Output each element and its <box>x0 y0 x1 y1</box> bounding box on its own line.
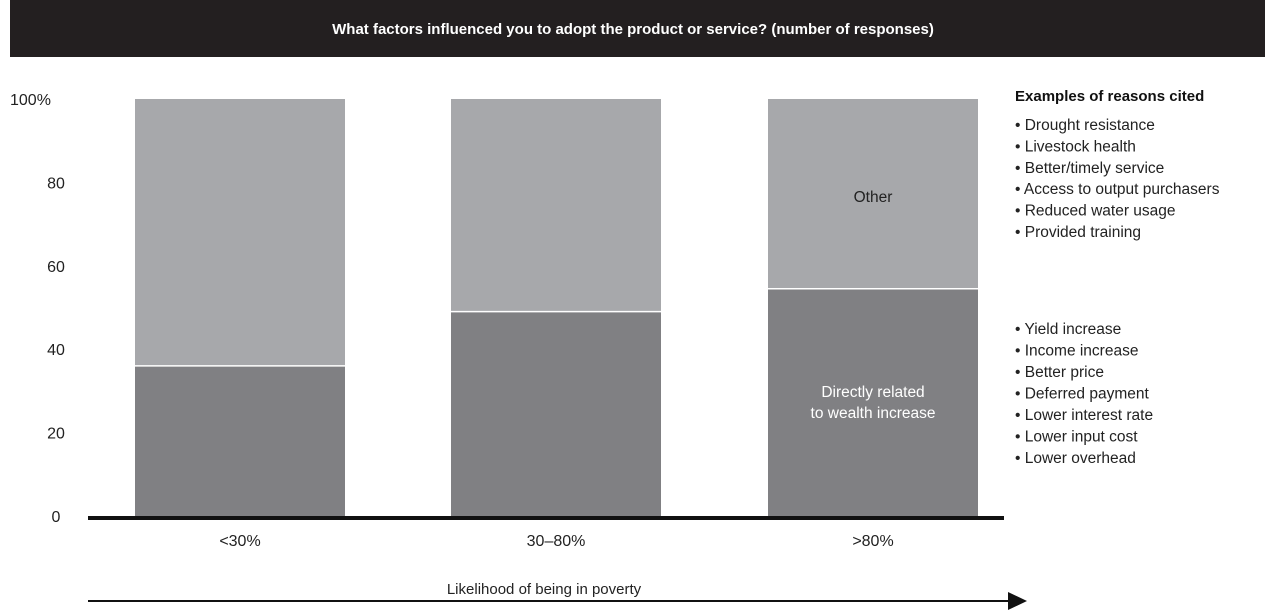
segment-label-wealth: to wealth increase <box>811 405 936 422</box>
reason-item: • Yield increase <box>1015 321 1121 338</box>
bar-segment-other <box>135 99 345 366</box>
reason-item: • Provided training <box>1015 224 1141 241</box>
title-background <box>10 0 1265 57</box>
reason-item: • Income increase <box>1015 343 1138 360</box>
y-tick-label: 0 <box>52 509 61 526</box>
other-reasons-list: • Drought resistance • Livestock health • … <box>1015 117 1220 241</box>
x-axis-labels: <30% 30–80% >80% <box>219 533 893 550</box>
y-tick-label: 20 <box>47 426 65 443</box>
bar-segment-wealth <box>451 311 661 516</box>
reason-item: • Access to output purchasers <box>1015 181 1220 198</box>
segment-label-other: Other <box>854 189 893 206</box>
side-panel-heading: Examples of reasons cited <box>1015 88 1204 105</box>
x-category-label: <30% <box>219 533 260 550</box>
poverty-arrow-label: Likelihood of being in poverty <box>447 581 642 598</box>
side-panel: Examples of reasons cited • Drought resi… <box>1015 88 1220 467</box>
reason-item: • Better/timely service <box>1015 160 1164 177</box>
reason-item: • Lower input cost <box>1015 429 1138 446</box>
bar-segment-other <box>451 99 661 312</box>
bar-segment-wealth <box>135 365 345 516</box>
y-tick-label: 40 <box>47 342 65 359</box>
segment-labels: Directly related to wealth increase Other <box>811 189 936 422</box>
bar-segment-wealth <box>768 288 978 516</box>
reason-item: • Better price <box>1015 364 1104 381</box>
title-banner: What factors influenced you to adopt the… <box>10 0 1265 57</box>
reason-item: • Lower overhead <box>1015 450 1136 467</box>
reason-item: • Reduced water usage <box>1015 203 1176 220</box>
x-category-label: >80% <box>852 533 893 550</box>
reason-item: • Drought resistance <box>1015 117 1155 134</box>
chart-title: What factors influenced you to adopt the… <box>332 21 934 38</box>
bars <box>135 99 978 516</box>
reason-item: • Livestock health <box>1015 138 1136 155</box>
y-axis: 0 20 40 60 80 100% <box>10 92 65 526</box>
wealth-reasons-list: • Yield increase • Income increase • Bette… <box>1015 321 1153 467</box>
x-category-label: 30–80% <box>527 533 586 550</box>
segment-label-wealth: Directly related <box>821 384 924 401</box>
y-tick-label: 100% <box>10 92 51 109</box>
reason-item: • Lower interest rate <box>1015 407 1153 424</box>
poverty-arrow <box>88 592 1027 610</box>
y-tick-label: 80 <box>47 175 65 192</box>
poverty-arrow-head <box>1008 592 1027 610</box>
y-tick-label: 60 <box>47 259 65 276</box>
reason-item: • Deferred payment <box>1015 386 1149 403</box>
bar-segment-other <box>768 99 978 289</box>
